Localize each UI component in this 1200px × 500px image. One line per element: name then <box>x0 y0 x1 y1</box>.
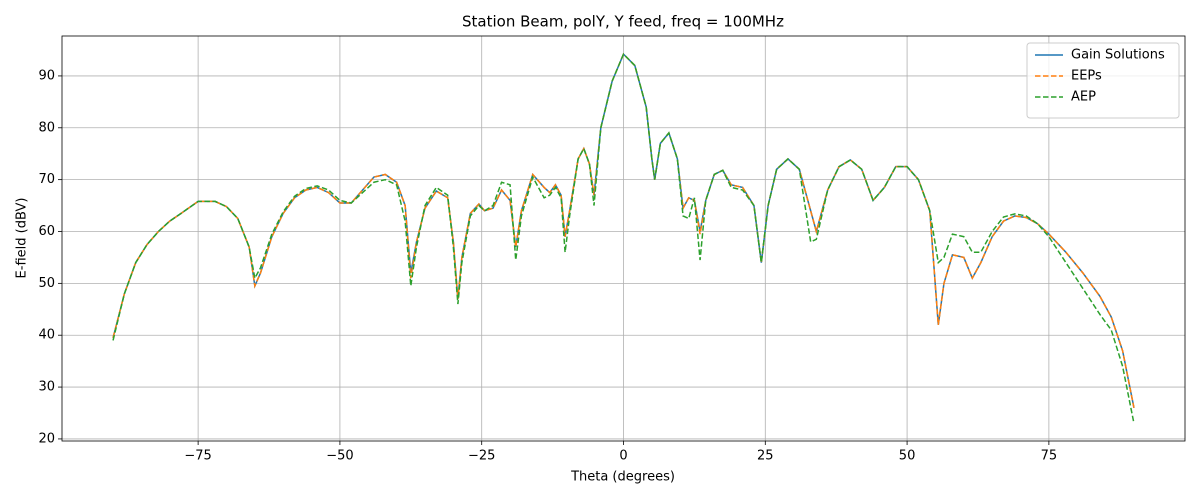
legend-box <box>1026 42 1180 119</box>
y-tick-label: 90 <box>38 68 55 83</box>
x-tick-label: −50 <box>326 449 353 464</box>
y-tick-label: 30 <box>38 380 55 395</box>
y-tick-label: 60 <box>38 224 55 239</box>
x-tick-label: 25 <box>757 449 774 464</box>
legend-label: Gain Solutions <box>1071 48 1165 63</box>
x-tick-label: −25 <box>468 449 495 464</box>
y-axis-label: E-field (dBV) <box>15 198 30 279</box>
x-axis-label: Theta (degrees) <box>570 470 675 485</box>
x-tick-label: 0 <box>619 449 627 464</box>
plot-frame <box>61 35 1186 442</box>
y-tick-label: 70 <box>38 172 55 187</box>
y-tick-label: 40 <box>38 328 55 343</box>
chart-title: Station Beam, polY, Y feed, freq = 100MH… <box>462 13 784 31</box>
y-tick-label: 80 <box>38 120 55 135</box>
x-tick-label: 75 <box>1041 449 1058 464</box>
x-tick-label: 50 <box>899 449 916 464</box>
y-tick-label: 20 <box>38 431 55 446</box>
x-tick-label: −75 <box>184 449 211 464</box>
series-line <box>112 52 1135 424</box>
legend: Gain Solutions EEPs AEP <box>1026 42 1180 119</box>
legend-label: EEPs <box>1071 69 1102 84</box>
legend-label: AEP <box>1071 90 1096 105</box>
y-tick-label: 50 <box>38 276 55 291</box>
